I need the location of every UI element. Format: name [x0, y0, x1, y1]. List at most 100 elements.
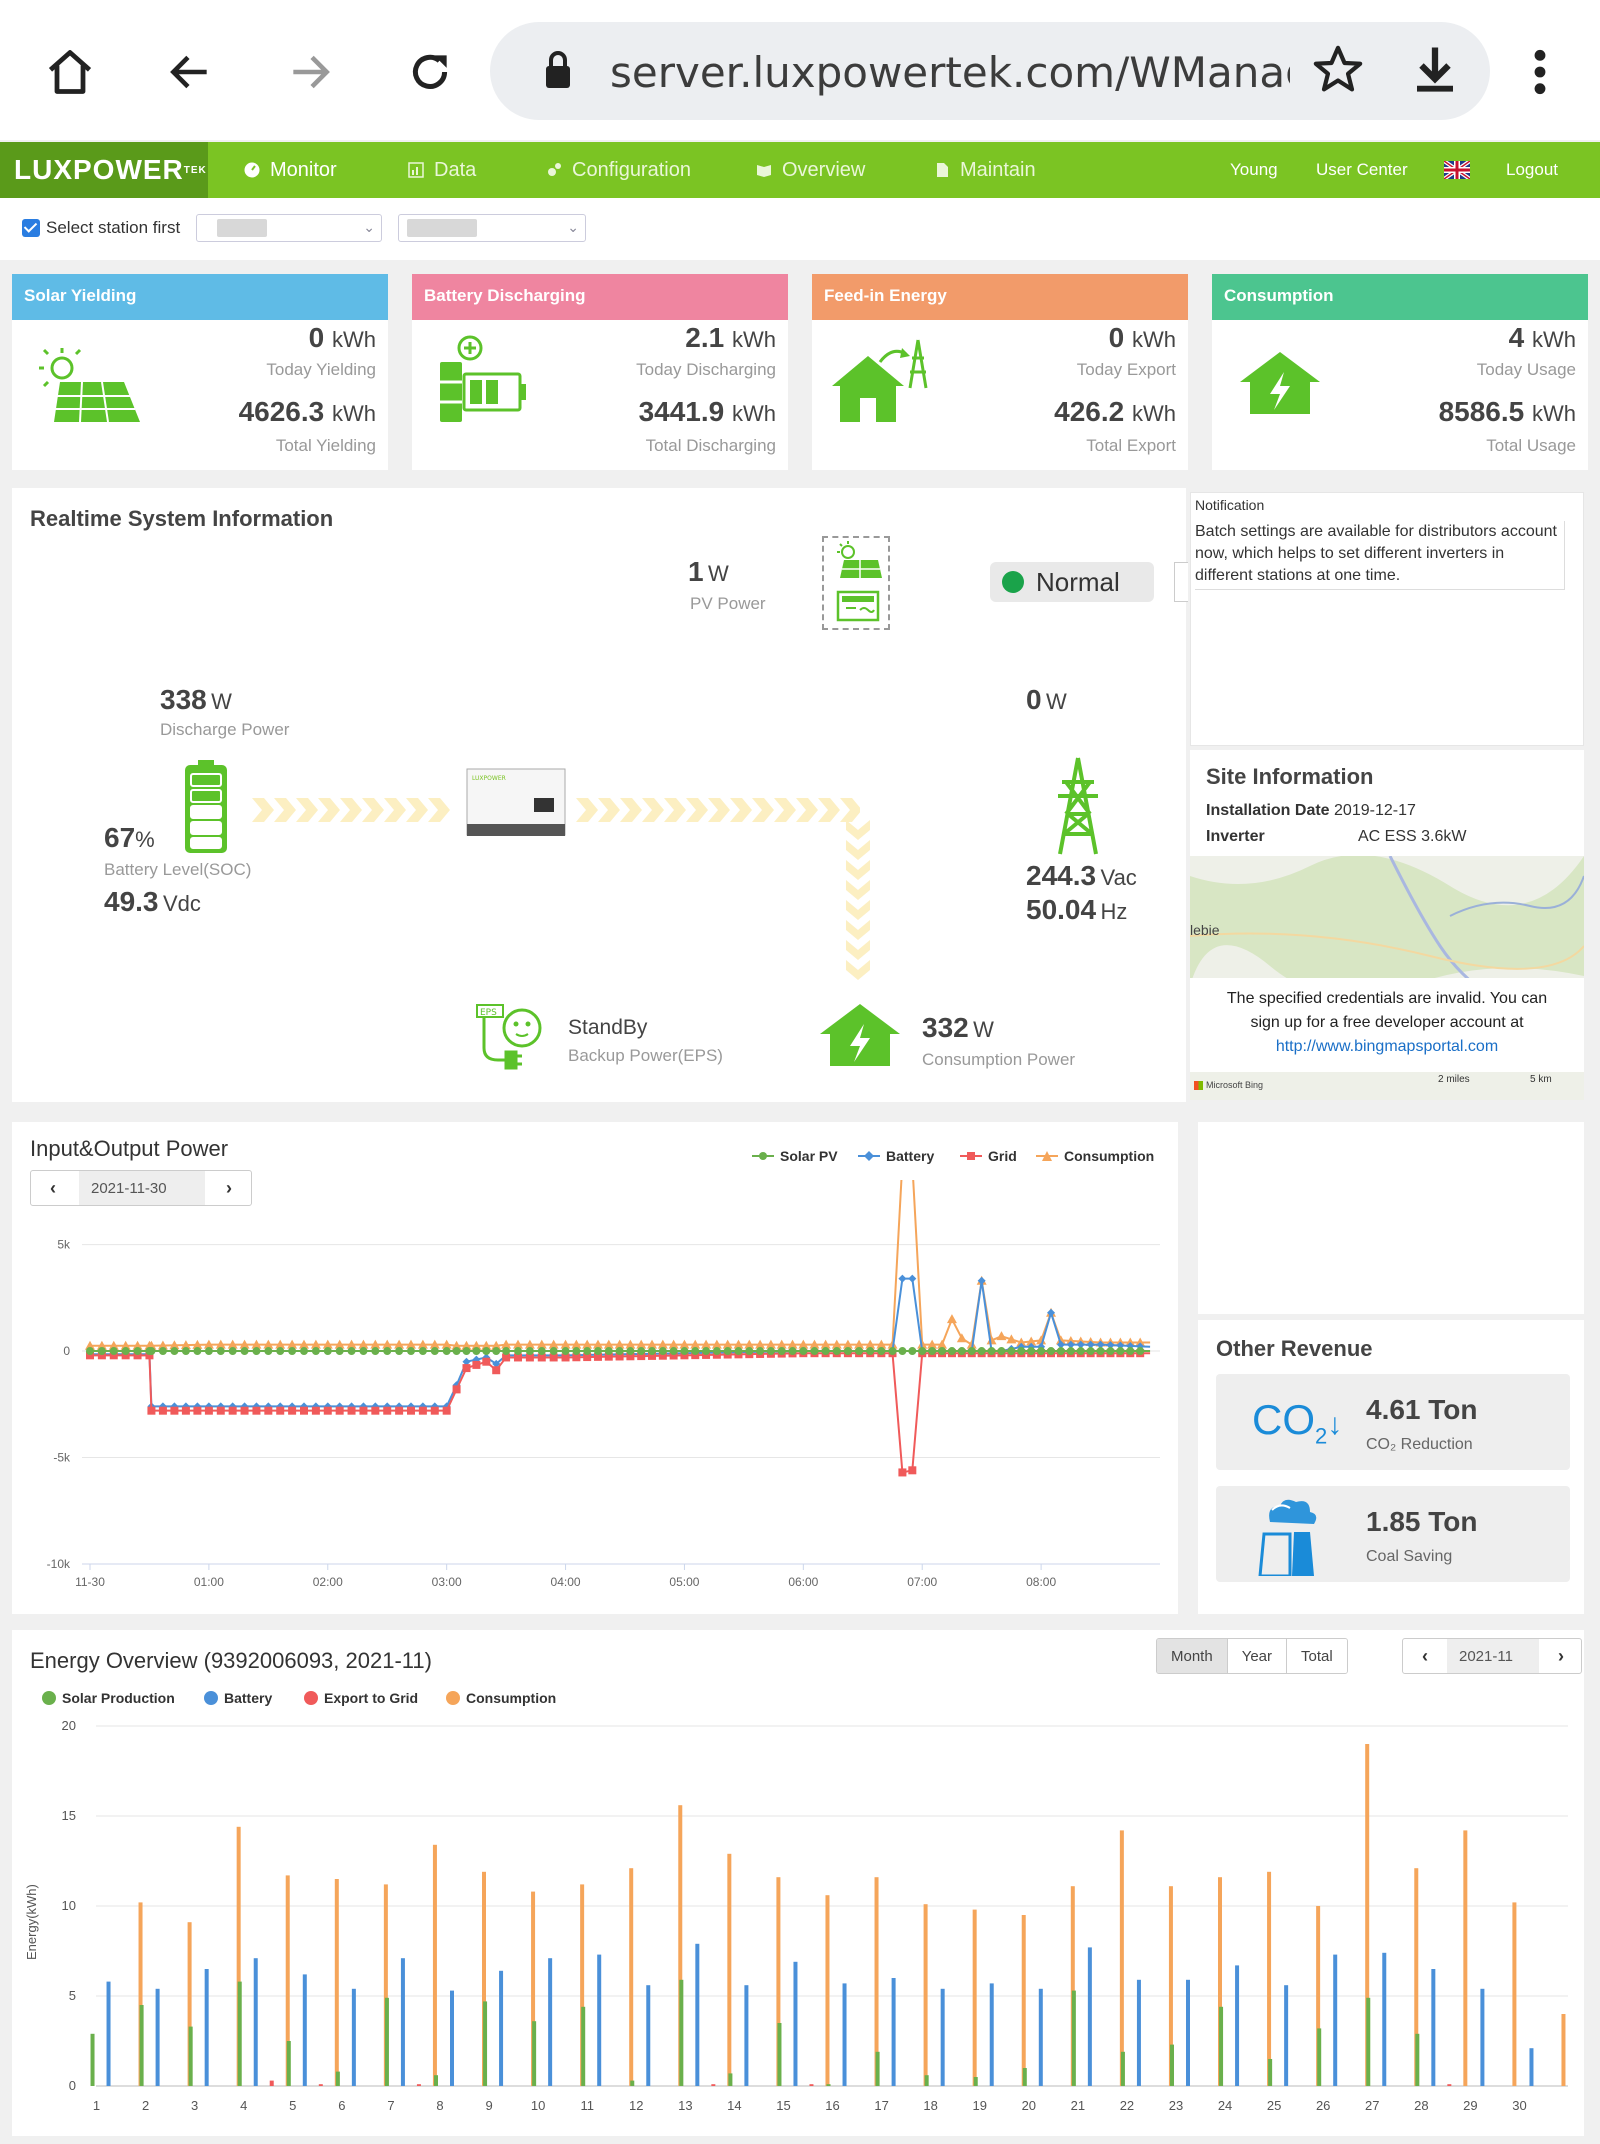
data-point [492, 1347, 501, 1356]
data-point [228, 1402, 237, 1411]
data-point [679, 1339, 690, 1349]
data-point [524, 1339, 535, 1349]
tab-year[interactable]: Year [1227, 1639, 1288, 1673]
month-picker[interactable]: ‹ 2021-11 › [1402, 1638, 1582, 1674]
download-icon[interactable] [1408, 42, 1462, 103]
nav-overview[interactable]: Overview [756, 142, 865, 198]
flow-chevron [252, 798, 274, 822]
next-date-icon[interactable]: › [226, 1177, 232, 1198]
bar-consumption [1119, 1830, 1124, 2086]
flow-chevron [846, 920, 870, 940]
data-point [334, 1339, 345, 1349]
legend-grid[interactable]: Grid [960, 1148, 1017, 1164]
data-point [462, 1347, 471, 1356]
data-point [918, 1347, 927, 1356]
data-point [429, 1339, 440, 1349]
home-icon[interactable] [38, 40, 102, 104]
data-point [133, 1351, 142, 1360]
flow-chevron [774, 798, 796, 822]
bar-battery [1529, 2048, 1534, 2086]
x-tick-label: 3 [191, 2098, 198, 2113]
tab-total[interactable]: Total [1287, 1639, 1347, 1673]
address-bar[interactable]: server.luxpowertek.com/WManage/we [490, 22, 1490, 120]
data-point [147, 1347, 156, 1356]
reload-icon[interactable] [398, 40, 462, 104]
uk-flag-icon[interactable] [1444, 142, 1470, 198]
bar-battery [499, 1970, 504, 2086]
data-point [501, 1339, 512, 1349]
data-point [170, 1406, 179, 1415]
io-power-chart[interactable]: 5k 0 -5k -10k 11-30 01:00 02:00 03:00 04:00 05:00… [40, 1180, 1170, 1590]
legend-solar-pv[interactable]: Solar PV [752, 1148, 838, 1164]
user-name[interactable]: Young [1230, 160, 1278, 179]
legend-consumption-energy[interactable]: Consumption [446, 1690, 556, 1706]
legend-export-grid[interactable]: Export to Grid [304, 1690, 418, 1706]
total-discharging-value: 3441.9 kWh [638, 396, 776, 427]
legend-battery-energy[interactable]: Battery [204, 1690, 272, 1706]
select-station-checkbox[interactable]: Select station first [22, 218, 180, 238]
svg-text:EPS: EPS [480, 1008, 497, 1018]
data-point [481, 1340, 492, 1350]
y-tick-label: -5k [53, 1451, 71, 1465]
panel-edge [1174, 562, 1188, 602]
data-point [169, 1340, 180, 1350]
data-point [898, 1274, 907, 1283]
flow-chevron [730, 798, 752, 822]
bar-solar-production [188, 2026, 193, 2086]
io-date-value[interactable]: 2021-11-30 [79, 1171, 205, 1205]
flow-chevron [846, 960, 870, 980]
flow-chevron [686, 798, 708, 822]
nav-maintain[interactable]: Maintain [934, 142, 1036, 198]
data-point [347, 1402, 356, 1411]
bing-logo: Microsoft Bing [1194, 1080, 1263, 1090]
month-value[interactable]: 2021-11 [1447, 1639, 1539, 1673]
status-badge: Normal [990, 562, 1154, 602]
bing-portal-link[interactable]: http://www.bingmapsportal.com [1275, 1038, 1499, 1055]
data-point [537, 1347, 546, 1356]
data-point [462, 1364, 471, 1373]
logout-link[interactable]: Logout [1506, 160, 1558, 179]
bar-solar-production [1219, 2006, 1224, 2086]
bar-consumption [1070, 1886, 1075, 2086]
bar-consumption [1316, 1906, 1321, 2086]
y-tick-label: 5k [57, 1238, 71, 1252]
star-icon[interactable] [1310, 42, 1366, 103]
user-center-link[interactable]: User Center [1316, 160, 1408, 179]
legend-battery[interactable]: Battery [858, 1148, 934, 1164]
data-point [418, 1347, 427, 1356]
nav-data[interactable]: Data [408, 142, 476, 198]
x-tick-label: 01:00 [194, 1575, 224, 1589]
bar-solar-production [924, 2075, 929, 2086]
next-month-icon[interactable]: › [1558, 1645, 1564, 1666]
today-yielding-value: 0 kWh [308, 322, 376, 353]
data-point [658, 1351, 667, 1360]
prev-date-icon[interactable]: ‹ [50, 1177, 56, 1198]
data-point [820, 1339, 831, 1349]
feed-in-energy-card: Feed-in Energy 0 kWh Today Export 426.2 … [812, 274, 1188, 470]
back-arrow-icon[interactable] [158, 40, 222, 104]
tab-month[interactable]: Month [1157, 1639, 1228, 1673]
legend-consumption[interactable]: Consumption [1036, 1148, 1154, 1164]
book-icon [757, 165, 771, 177]
data-point [548, 1339, 559, 1349]
station-dropdown[interactable]: ⌄ [196, 214, 382, 242]
prev-month-icon[interactable]: ‹ [1422, 1645, 1428, 1666]
x-tick-label: 9 [485, 2098, 492, 2113]
more-menu-icon[interactable] [1508, 40, 1572, 104]
forward-arrow-icon[interactable] [278, 40, 342, 104]
io-date-picker[interactable]: ‹ 2021-11-30 › [30, 1170, 252, 1206]
data-point [711, 1339, 722, 1349]
bar-solar-production [630, 2080, 635, 2086]
nav-configuration[interactable]: Configuration [546, 142, 691, 198]
co2-label: CO₂ Reduction [1366, 1436, 1473, 1453]
device-dropdown[interactable]: ⌄ [398, 214, 586, 242]
checkbox-icon[interactable] [22, 219, 40, 237]
flow-chevron [296, 798, 318, 822]
legend-solar-production[interactable]: Solar Production [42, 1690, 175, 1706]
series-line-grid [90, 1352, 1151, 1474]
data-point [492, 1366, 501, 1375]
data-point [193, 1406, 202, 1415]
site-map[interactable]: lebie The specified credentials are inva… [1190, 856, 1584, 1100]
nav-monitor[interactable]: Monitor [244, 142, 337, 198]
